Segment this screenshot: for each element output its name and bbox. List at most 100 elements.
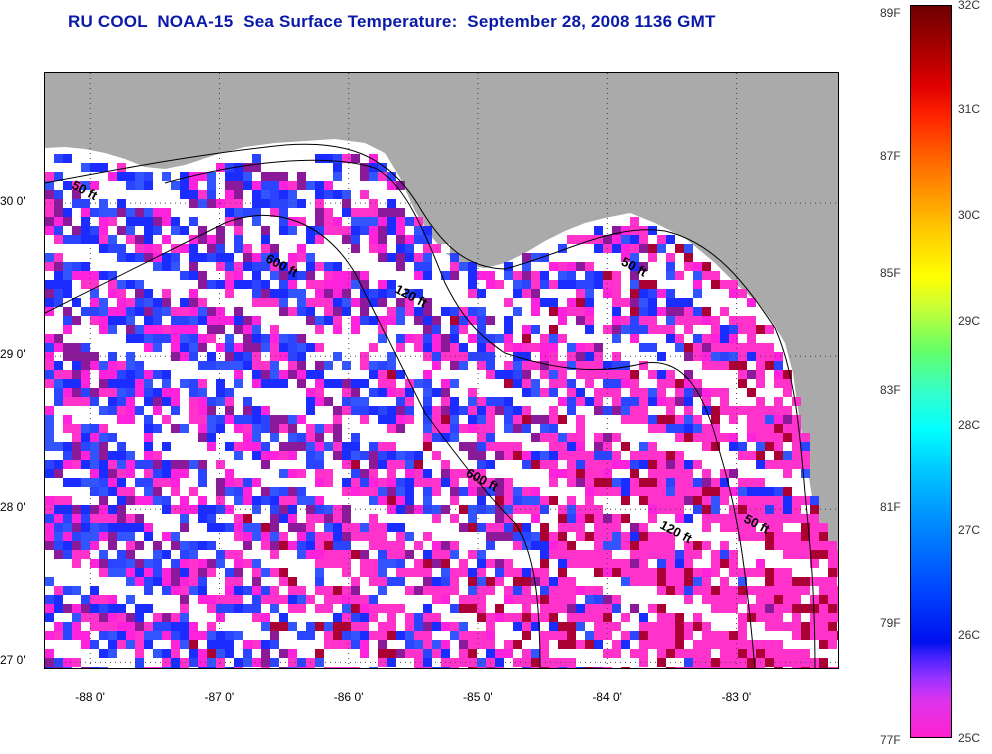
- sst-pixel: [684, 496, 693, 505]
- sst-pixel: [549, 388, 558, 397]
- sst-pixel: [675, 397, 684, 406]
- sst-pixel: [522, 658, 531, 667]
- sst-pixel: [729, 586, 738, 595]
- sst-pixel: [108, 271, 117, 280]
- sst-pixel: [711, 280, 720, 289]
- sst-pixel: [387, 460, 396, 469]
- sst-pixel: [585, 343, 594, 352]
- sst-pixel: [486, 613, 495, 622]
- sst-pixel: [558, 469, 567, 478]
- sst-pixel: [693, 298, 702, 307]
- sst-pixel: [90, 487, 99, 496]
- sst-pixel: [351, 361, 360, 370]
- sst-pixel: [153, 424, 162, 433]
- sst-pixel: [486, 667, 495, 668]
- sst-pixel: [378, 406, 387, 415]
- sst-pixel: [162, 667, 171, 668]
- sst-pixel: [369, 397, 378, 406]
- sst-pixel: [45, 307, 54, 316]
- sst-pixel: [711, 478, 720, 487]
- sst-pixel: [630, 559, 639, 568]
- sst-pixel: [252, 280, 261, 289]
- sst-pixel: [774, 586, 783, 595]
- sst-pixel: [387, 280, 396, 289]
- sst-pixel: [189, 190, 198, 199]
- sst-pixel: [198, 487, 207, 496]
- sst-pixel: [198, 199, 207, 208]
- sst-pixel: [252, 577, 261, 586]
- sst-pixel: [693, 469, 702, 478]
- sst-pixel: [180, 325, 189, 334]
- sst-pixel: [243, 496, 252, 505]
- sst-pixel: [450, 316, 459, 325]
- sst-pixel: [90, 478, 99, 487]
- sst-pixel: [810, 577, 819, 586]
- sst-pixel: [378, 172, 387, 181]
- sst-pixel: [360, 388, 369, 397]
- sst-pixel: [90, 586, 99, 595]
- sst-pixel: [513, 343, 522, 352]
- sst-pixel: [666, 289, 675, 298]
- sst-pixel: [774, 622, 783, 631]
- sst-pixel: [351, 154, 360, 163]
- sst-pixel: [333, 208, 342, 217]
- sst-pixel: [810, 523, 819, 532]
- sst-pixel: [792, 550, 801, 559]
- sst-pixel: [666, 271, 675, 280]
- sst-pixel: [648, 541, 657, 550]
- sst-pixel: [477, 406, 486, 415]
- sst-pixel: [315, 379, 324, 388]
- sst-pixel: [288, 352, 297, 361]
- sst-pixel: [315, 451, 324, 460]
- sst-pixel: [522, 667, 531, 668]
- sst-pixel: [747, 523, 756, 532]
- sst-pixel: [135, 361, 144, 370]
- sst-pixel: [54, 658, 63, 667]
- sst-pixel: [432, 550, 441, 559]
- sst-pixel: [378, 424, 387, 433]
- sst-pixel: [153, 307, 162, 316]
- sst-pixel: [594, 595, 603, 604]
- sst-pixel: [261, 235, 270, 244]
- sst-pixel: [198, 271, 207, 280]
- sst-pixel: [360, 271, 369, 280]
- sst-pixel: [126, 226, 135, 235]
- sst-pixel: [315, 181, 324, 190]
- sst-pixel: [333, 415, 342, 424]
- sst-pixel: [117, 604, 126, 613]
- sst-pixel: [243, 361, 252, 370]
- sst-pixel: [252, 271, 261, 280]
- sst-pixel: [225, 163, 234, 172]
- sst-pixel: [45, 550, 54, 559]
- sst-pixel: [387, 388, 396, 397]
- sst-pixel: [90, 505, 99, 514]
- sst-pixel: [324, 532, 333, 541]
- sst-pixel: [99, 568, 108, 577]
- sst-pixel: [63, 586, 72, 595]
- sst-pixel: [756, 649, 765, 658]
- sst-pixel: [351, 631, 360, 640]
- sst-pixel: [288, 505, 297, 514]
- sst-pixel: [558, 640, 567, 649]
- sst-pixel: [153, 649, 162, 658]
- sst-pixel: [315, 226, 324, 235]
- sst-pixel: [585, 280, 594, 289]
- sst-pixel: [576, 541, 585, 550]
- sst-pixel: [495, 361, 504, 370]
- sst-pixel: [90, 424, 99, 433]
- sst-pixel: [585, 235, 594, 244]
- sst-pixel: [693, 514, 702, 523]
- sst-pixel: [630, 370, 639, 379]
- sst-pixel: [774, 451, 783, 460]
- sst-pixel: [234, 613, 243, 622]
- sst-pixel: [720, 523, 729, 532]
- sst-pixel: [135, 253, 144, 262]
- sst-pixel: [774, 541, 783, 550]
- sst-pixel: [477, 640, 486, 649]
- sst-pixel: [585, 289, 594, 298]
- sst-pixel: [99, 298, 108, 307]
- sst-pixel: [135, 442, 144, 451]
- sst-pixel: [216, 406, 225, 415]
- sst-pixel: [648, 370, 657, 379]
- sst-pixel: [63, 352, 72, 361]
